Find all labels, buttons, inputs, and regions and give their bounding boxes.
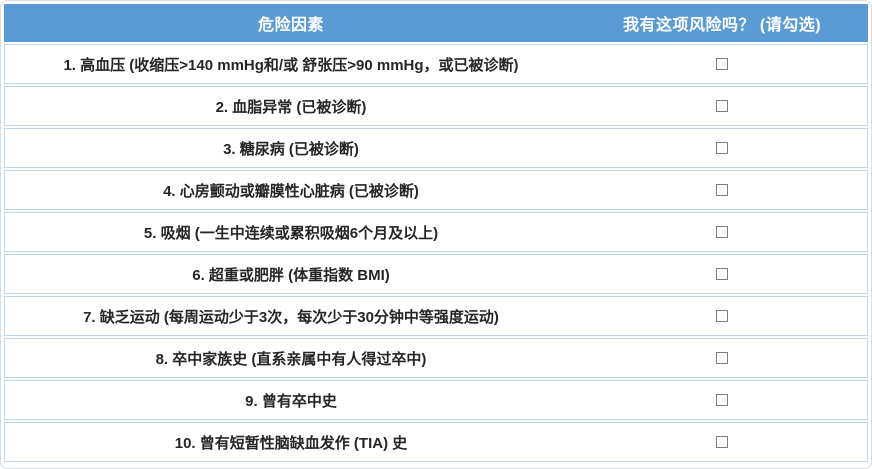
risk-checkbox[interactable] [716,268,728,280]
table-row: 9. 曾有卒中史 [4,380,868,420]
check-cell [577,297,867,335]
table-body: 1. 高血压 (收缩压>140 mmHg和/或 舒张压>90 mmHg，或已被诊… [4,44,868,462]
risk-factor-label: 4. 心房颤动或瓣膜性心脏病 (已被诊断) [163,182,419,200]
check-cell [577,171,867,209]
check-cell [577,87,867,125]
risk-checkbox[interactable] [716,352,728,364]
table-row: 4. 心房颤动或瓣膜性心脏病 (已被诊断) [4,170,868,210]
check-cell [577,423,867,461]
check-cell [577,45,867,83]
column-header-risk-factor: 危险因素 [257,17,324,34]
risk-factor-label: 1. 高血压 (收缩压>140 mmHg和/或 舒张压>90 mmHg，或已被诊… [63,56,519,74]
check-cell [577,339,867,377]
risk-checkbox[interactable] [716,310,728,322]
risk-factor-label: 6. 超重或肥胖 (体重指数 BMI) [192,266,390,284]
check-cell [577,381,867,419]
risk-factor-label: 7. 缺乏运动 (每周运动少于3次，每次少于30分钟中等强度运动) [83,308,499,326]
check-cell [577,213,867,251]
risk-factor-label: 9. 曾有卒中史 [245,392,337,410]
risk-factor-label: 2. 血脂异常 (已被诊断) [215,98,367,116]
risk-checkbox[interactable] [716,436,728,448]
risk-checkbox[interactable] [716,184,728,196]
table-row: 2. 血脂异常 (已被诊断) [4,86,868,126]
risk-factor-label: 8. 卒中家族史 (直系亲属中有人得过卒中) [155,350,427,368]
check-cell [577,255,867,293]
risk-factor-label: 5. 吸烟 (一生中连续或累积吸烟6个月及以上) [143,224,439,242]
table-row: 7. 缺乏运动 (每周运动少于3次，每次少于30分钟中等强度运动) [4,296,868,336]
risk-factor-label: 10. 曾有短暂性脑缺血发作 (TIA) 史 [174,434,408,452]
table-row: 10. 曾有短暂性脑缺血发作 (TIA) 史 [4,422,868,462]
risk-checkbox[interactable] [716,394,728,406]
risk-checkbox[interactable] [716,100,728,112]
table-row: 1. 高血压 (收缩压>140 mmHg和/或 舒张压>90 mmHg，或已被诊… [4,44,868,84]
table-row: 5. 吸烟 (一生中连续或累积吸烟6个月及以上) [4,212,868,252]
column-header-check: 我有这项风险吗？ (请勾选) [622,17,822,34]
risk-checkbox[interactable] [716,226,728,238]
table-row: 6. 超重或肥胖 (体重指数 BMI) [4,254,868,294]
table-row: 8. 卒中家族史 (直系亲属中有人得过卒中) [4,338,868,378]
table-row: 3. 糖尿病 (已被诊断) [4,128,868,168]
risk-factor-label: 3. 糖尿病 (已被诊断) [223,140,359,158]
risk-checkbox[interactable] [716,58,728,70]
check-cell [577,129,867,167]
risk-checkbox[interactable] [716,142,728,154]
table-header-row: 危险因素 我有这项风险吗？ (请勾选) [4,4,868,42]
